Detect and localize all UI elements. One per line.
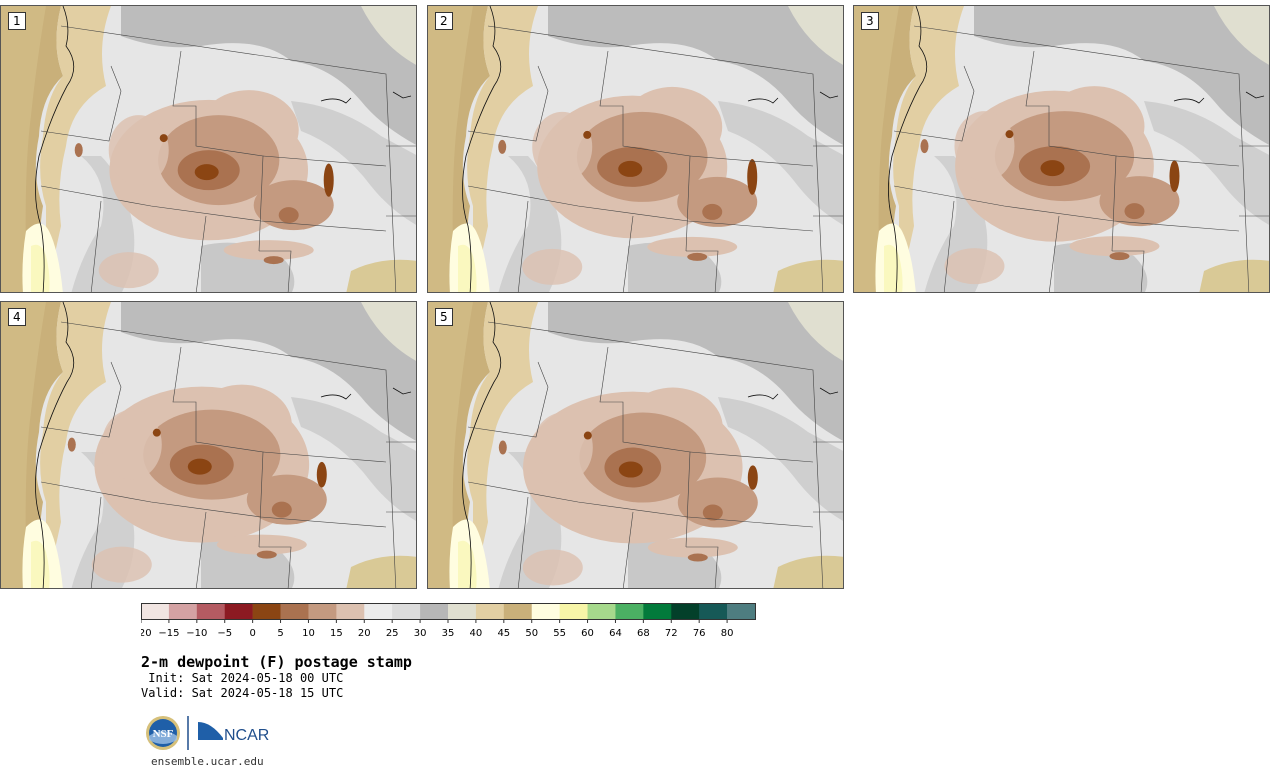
- member-number-label: 5: [435, 308, 453, 326]
- colorbar-swatch: [531, 603, 560, 619]
- colorbar-swatch: [308, 603, 337, 619]
- colorbar-tick-label: 68: [637, 628, 650, 639]
- dewpoint-map: [1, 302, 416, 588]
- colorbar-swatch: [336, 603, 365, 619]
- member-number-label: 2: [435, 12, 453, 30]
- footer-url: ensemble.ucar.edu: [151, 755, 264, 768]
- colorbar-tick-label: 60: [581, 628, 594, 639]
- colorbar-tick-label: 10: [302, 628, 315, 639]
- member-number-label: 3: [861, 12, 879, 30]
- colorbar-tick-label: 0: [249, 628, 255, 639]
- colorbar-swatch: [392, 603, 421, 619]
- ensemble-member-panel: 2: [427, 5, 844, 293]
- ensemble-member-panel: 5: [427, 301, 844, 589]
- ensemble-member-panel: 1: [0, 5, 417, 293]
- ensemble-member-panel: 4: [0, 301, 417, 589]
- colorbar-swatch: [196, 603, 226, 619]
- colorbar-tick-label: 50: [525, 628, 538, 639]
- colorbar-swatch: [727, 603, 756, 619]
- ensemble-member-panel: 3: [853, 5, 1270, 293]
- colorbar-swatch: [168, 603, 198, 619]
- colorbar-tick-label: −5: [217, 628, 232, 639]
- colorbar: −20 −15 −10 −5 0 5 10 15 20 25 30 35 40 45 50 55 60 64 68 7…: [141, 603, 756, 639]
- dewpoint-map: [428, 302, 843, 588]
- ncar-text: NCAR: [224, 727, 269, 744]
- colorbar-swatch: [559, 603, 588, 619]
- ncar-logo-icon: NCAR: [198, 722, 269, 744]
- colorbar-tick-label: 64: [609, 628, 622, 639]
- colorbar-tick-label: −20: [141, 628, 152, 639]
- colorbar-swatch: [587, 603, 616, 619]
- colorbar-swatch: [252, 603, 281, 619]
- colorbar-swatch: [280, 603, 309, 619]
- colorbar-tick-label: 30: [414, 628, 427, 639]
- colorbar-swatch: [448, 603, 477, 619]
- colorbar-swatch: [420, 603, 449, 619]
- colorbar-swatch: [699, 603, 728, 619]
- colorbar-swatch: [224, 603, 253, 619]
- colorbar-swatch: [671, 603, 700, 619]
- init-time: Init: Sat 2024-05-18 00 UTC: [141, 671, 344, 685]
- colorbar-swatch: [475, 603, 505, 619]
- chart-title: 2-m dewpoint (F) postage stamp: [141, 653, 412, 671]
- colorbar-tick-label: 80: [721, 628, 734, 639]
- colorbar-tick-label: 55: [553, 628, 566, 639]
- colorbar-swatch: [364, 603, 393, 619]
- colorbar-tick-label: 15: [330, 628, 343, 639]
- nsf-logo-icon: NSF: [146, 716, 180, 750]
- colorbar-tick-label: 20: [358, 628, 371, 639]
- colorbar-tick-label: 72: [665, 628, 678, 639]
- nsf-text: NSF: [153, 728, 174, 740]
- colorbar-swatch: [615, 603, 644, 619]
- colorbar-tick-label: 25: [386, 628, 399, 639]
- dewpoint-map: [854, 6, 1269, 292]
- colorbar-tick-label: 76: [693, 628, 706, 639]
- colorbar-tick-label: 35: [442, 628, 455, 639]
- colorbar-tick-label: 45: [497, 628, 510, 639]
- dewpoint-map: [1, 6, 416, 292]
- colorbar-tick-label: −10: [186, 628, 207, 639]
- colorbar-tick-label: 5: [277, 628, 283, 639]
- valid-time: Valid: Sat 2024-05-18 15 UTC: [141, 686, 344, 700]
- colorbar-tick-label: 40: [470, 628, 483, 639]
- dewpoint-map: [428, 6, 843, 292]
- member-number-label: 4: [8, 308, 26, 326]
- colorbar-swatch: [503, 603, 533, 619]
- colorbar-swatch: [643, 603, 672, 619]
- colorbar-swatch: [141, 603, 170, 619]
- colorbar-tick-label: −15: [158, 628, 179, 639]
- member-number-label: 1: [8, 12, 26, 30]
- logos: NSF NCAR: [145, 714, 275, 756]
